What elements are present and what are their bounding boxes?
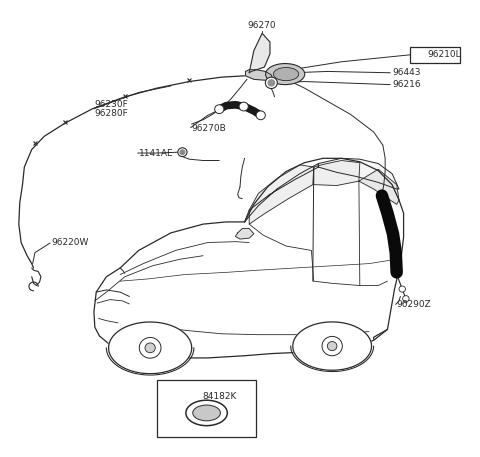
Circle shape (139, 338, 161, 358)
Circle shape (327, 341, 337, 351)
Circle shape (322, 336, 342, 356)
Circle shape (268, 80, 275, 86)
Ellipse shape (193, 405, 220, 421)
Text: 96230F: 96230F (95, 100, 129, 109)
Text: 96270B: 96270B (192, 124, 227, 133)
Polygon shape (249, 33, 270, 73)
Text: 1141AE: 1141AE (139, 149, 173, 158)
Text: 96220W: 96220W (51, 239, 88, 248)
Polygon shape (107, 348, 194, 375)
Text: 96216: 96216 (392, 80, 420, 89)
Circle shape (265, 77, 277, 89)
Text: 96280F: 96280F (95, 109, 129, 118)
Polygon shape (108, 322, 192, 374)
Polygon shape (314, 160, 360, 186)
Text: 84182K: 84182K (202, 392, 237, 401)
Circle shape (180, 150, 185, 154)
Text: 96443: 96443 (392, 68, 420, 77)
Ellipse shape (186, 400, 228, 425)
Circle shape (215, 105, 224, 113)
Polygon shape (293, 322, 372, 370)
Polygon shape (245, 164, 318, 222)
Polygon shape (249, 165, 314, 224)
Polygon shape (235, 228, 254, 239)
Polygon shape (291, 346, 373, 372)
Polygon shape (359, 169, 399, 204)
Bar (410, 47, 460, 63)
Circle shape (399, 286, 406, 292)
Bar (157, 380, 256, 437)
Text: 96210L: 96210L (428, 50, 461, 59)
Text: 96290Z: 96290Z (396, 300, 432, 309)
Polygon shape (246, 69, 272, 80)
Circle shape (239, 102, 248, 111)
Ellipse shape (265, 64, 305, 85)
Circle shape (145, 343, 156, 353)
Text: 96270: 96270 (248, 21, 276, 30)
Polygon shape (318, 158, 399, 189)
Circle shape (403, 296, 409, 302)
Ellipse shape (274, 68, 299, 80)
Circle shape (256, 111, 265, 120)
Circle shape (178, 148, 187, 157)
